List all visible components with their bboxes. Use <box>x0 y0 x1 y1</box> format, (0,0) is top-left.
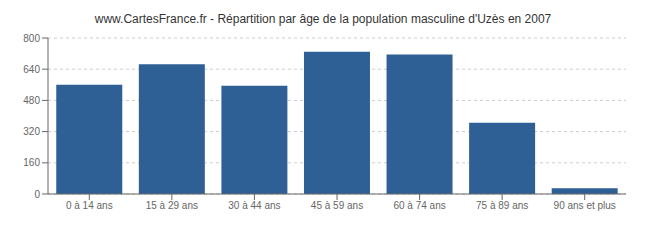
html-text:www.CartesFrance.fr - Répartit: www.CartesFrance.fr - Répartition par âg… <box>94 12 552 26</box>
svg-text:75 à 89 ans: 75 à 89 ans <box>476 200 528 211</box>
svg-text:30 à 44 ans: 30 à 44 ans <box>228 200 280 211</box>
svg-text:45 à 59 ans: 45 à 59 ans <box>311 200 363 211</box>
svg-text:15 à 29 ans: 15 à 29 ans <box>146 200 198 211</box>
svg-text:0 à 14 ans: 0 à 14 ans <box>66 200 113 211</box>
svg-text:480: 480 <box>23 95 40 106</box>
svg-text:90 ans et plus: 90 ans et plus <box>554 200 616 211</box>
svg-text:640: 640 <box>23 64 40 75</box>
svg-text:60 à 74 ans: 60 à 74 ans <box>393 200 445 211</box>
svg-text:800: 800 <box>23 33 40 44</box>
svg-text:0: 0 <box>34 189 40 200</box>
svg-text:160: 160 <box>23 157 40 168</box>
svg-text:320: 320 <box>23 126 40 137</box>
